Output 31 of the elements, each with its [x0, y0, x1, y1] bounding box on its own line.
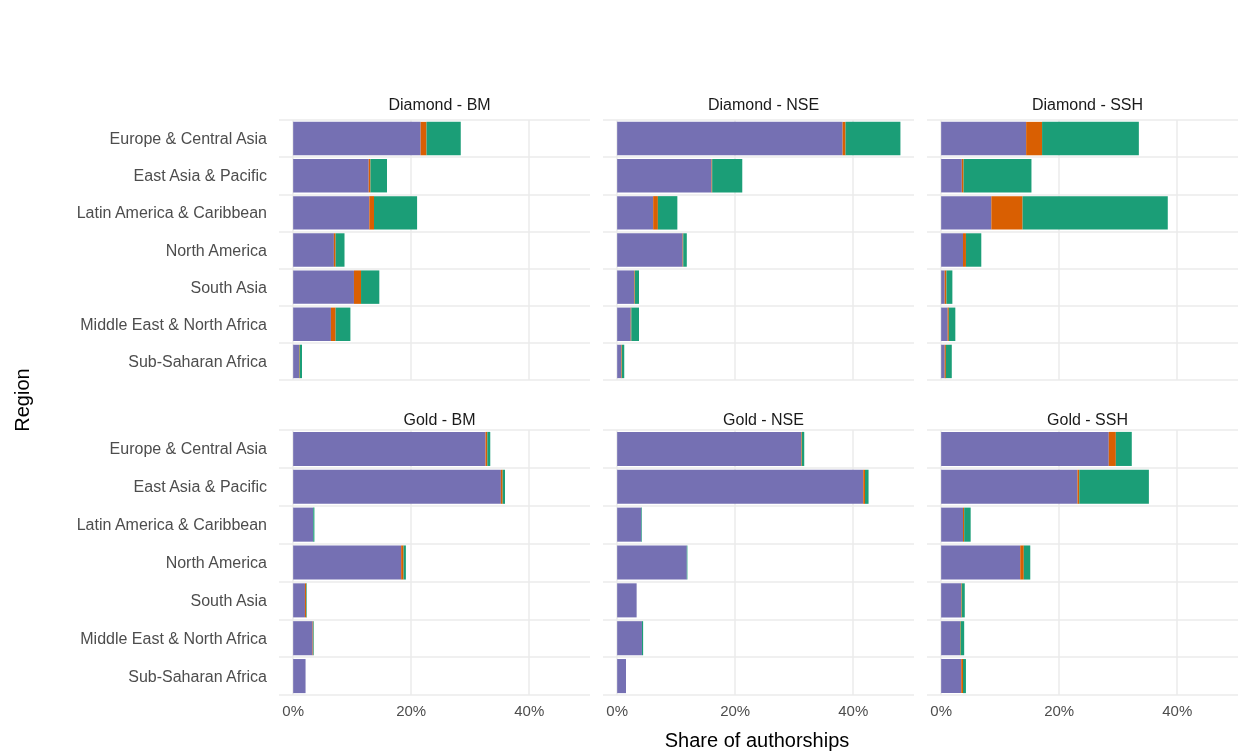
y-tick-label: Latin America & Caribbean	[76, 204, 267, 222]
y-tick-label: Sub-Saharan Africa	[128, 667, 268, 685]
x-tick-label: 40%	[838, 702, 869, 719]
chart-title: Gold - BM	[403, 410, 476, 428]
chart-title: Gold - NSE	[723, 410, 804, 428]
x-axis-title: Share of authorships	[664, 728, 850, 752]
x-tick-label: 20%	[1044, 702, 1075, 719]
y-axis-title: Region	[10, 368, 34, 432]
y-tick-label: North America	[165, 554, 268, 571]
y-tick-label: Europe & Central Asia	[109, 440, 268, 458]
x-tick-label: 40%	[514, 702, 545, 719]
y-tick-label: Europe & Central Asia	[109, 130, 268, 148]
x-tick-label: 20%	[396, 702, 427, 719]
y-tick-label: East Asia & Pacific	[133, 167, 267, 185]
x-tick-label: 0%	[282, 702, 305, 719]
x-tick-label: 0%	[930, 702, 953, 719]
y-tick-label: Middle East & North Africa	[80, 315, 268, 333]
chart-title: Diamond - BM	[388, 95, 491, 113]
y-tick-label: Sub-Saharan Africa	[128, 352, 268, 370]
x-tick-label: 0%	[606, 702, 629, 719]
y-tick-label: North America	[165, 241, 268, 259]
y-tick-label: Latin America & Caribbean	[76, 516, 267, 534]
y-tick-label: South Asia	[190, 278, 268, 296]
y-tick-label: Middle East & North Africa	[80, 629, 268, 647]
x-tick-label: 40%	[1162, 702, 1193, 719]
y-tick-label: East Asia & Pacific	[133, 478, 267, 496]
y-tick-label: South Asia	[190, 591, 268, 609]
x-tick-label: 20%	[720, 702, 751, 719]
chart-title: Gold - SSH	[1047, 410, 1128, 428]
chart-title: Diamond - SSH	[1031, 95, 1144, 113]
chart-title: Diamond - NSE	[707, 95, 820, 113]
